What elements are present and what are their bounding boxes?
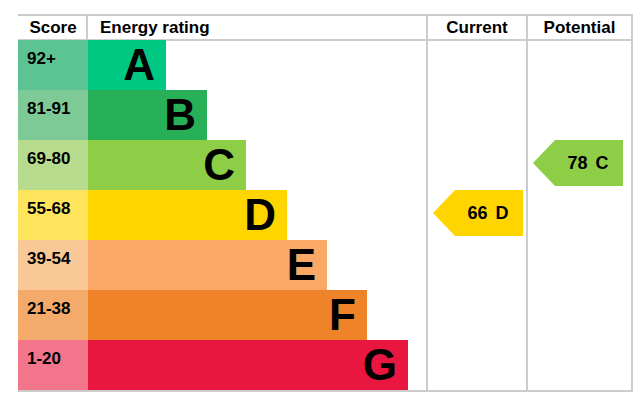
- current-rating-arrow: 66 D: [433, 190, 523, 236]
- band-score-cell: 39-54: [18, 240, 88, 290]
- epc-energy-rating-chart: Score Energy rating Current Potential 92…: [0, 0, 643, 405]
- header-score: Score: [18, 14, 88, 40]
- potential-rating-value: 78: [567, 153, 587, 174]
- band-row: 81-91 B: [18, 90, 438, 140]
- header-current: Current: [428, 14, 526, 40]
- table-right-border: [631, 14, 633, 392]
- band-score-cell: 1-20: [18, 340, 88, 390]
- band-bar: C: [88, 140, 246, 190]
- band-score-label: 55-68: [27, 199, 70, 218]
- band-score-cell: 92+: [18, 40, 88, 90]
- band-bar: F: [88, 290, 367, 340]
- band-score-label: 81-91: [27, 99, 70, 118]
- band-bar: D: [88, 190, 287, 240]
- current-rating-band: D: [496, 203, 509, 224]
- header-potential: Potential: [528, 14, 631, 40]
- header-energy-rating: Energy rating: [100, 14, 210, 40]
- band-row: 55-68 D: [18, 190, 438, 240]
- band-letter: B: [164, 90, 196, 139]
- band-score-label: 1-20: [27, 349, 61, 368]
- band-letter: D: [244, 190, 276, 239]
- band-score-cell: 81-91: [18, 90, 88, 140]
- band-letter: E: [287, 240, 316, 289]
- potential-rating-arrow: 78 C: [533, 140, 623, 186]
- band-letter: G: [363, 340, 397, 389]
- band-row: 1-20 G: [18, 340, 438, 390]
- band-letter: A: [123, 40, 155, 89]
- table-bottom-border: [18, 390, 632, 392]
- band-bar: B: [88, 90, 207, 140]
- band-bar: E: [88, 240, 327, 290]
- potential-column-divider: [526, 14, 528, 392]
- band-row: 39-54 E: [18, 240, 438, 290]
- potential-rating-band: C: [596, 153, 609, 174]
- band-bar: A: [88, 40, 166, 90]
- band-bar: G: [88, 340, 408, 390]
- band-letter: F: [329, 290, 356, 339]
- band-score-label: 39-54: [27, 249, 70, 268]
- band-rows: 92+ A 81-91 B 69-80 C 55-68 D 39-54 E 21-38 F 1-20 G: [18, 40, 438, 390]
- band-row: 69-80 C: [18, 140, 438, 190]
- current-rating-value: 66: [467, 203, 487, 224]
- band-score-cell: 21-38: [18, 290, 88, 340]
- band-score-label: 21-38: [27, 299, 70, 318]
- band-row: 21-38 F: [18, 290, 438, 340]
- band-row: 92+ A: [18, 40, 438, 90]
- band-score-cell: 69-80: [18, 140, 88, 190]
- band-score-label: 92+: [27, 49, 56, 68]
- band-score-label: 69-80: [27, 149, 70, 168]
- band-score-cell: 55-68: [18, 190, 88, 240]
- band-letter: C: [203, 140, 235, 189]
